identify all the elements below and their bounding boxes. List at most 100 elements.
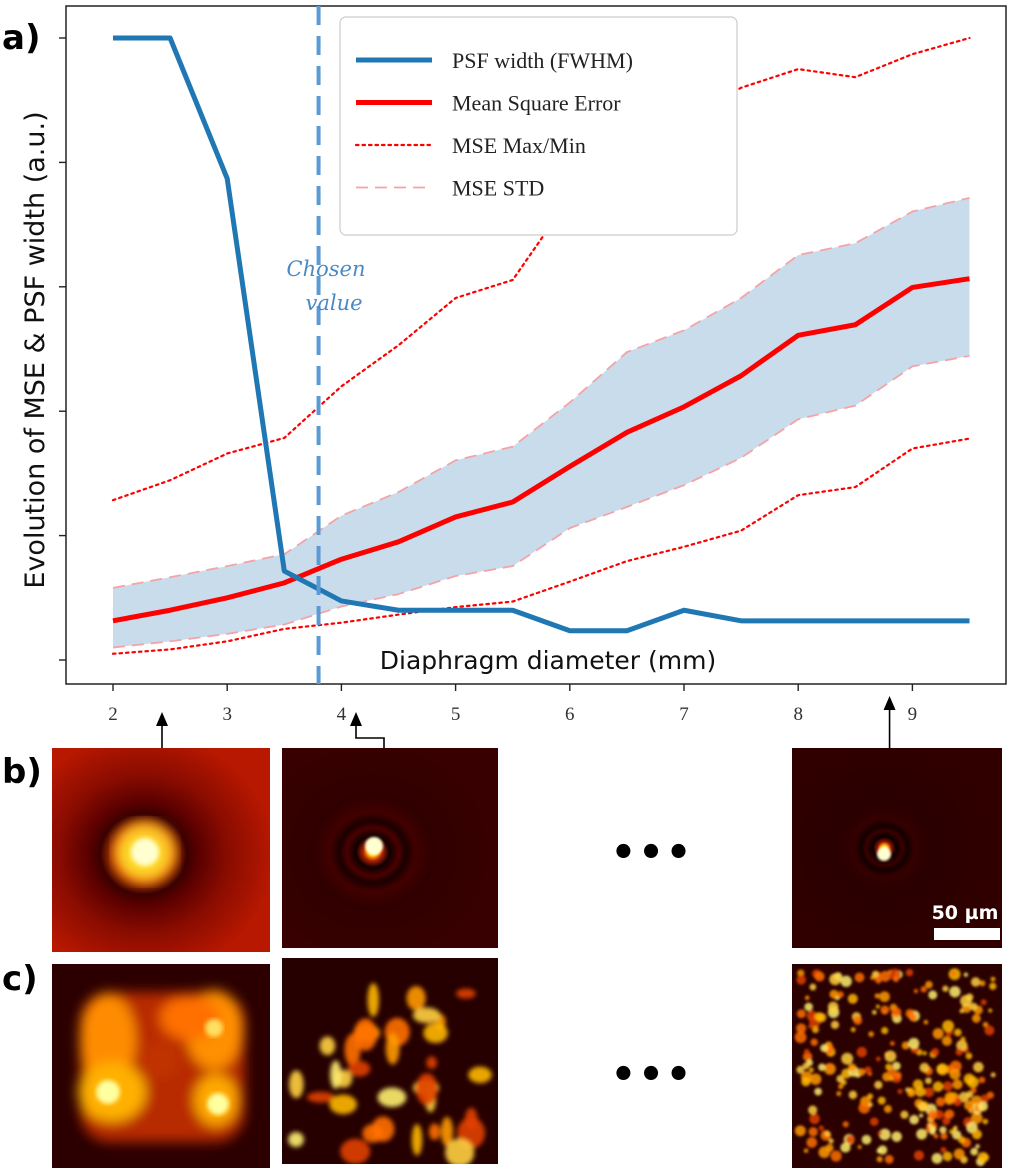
speckle-dot	[953, 1148, 965, 1160]
speckle-dot	[882, 1009, 887, 1015]
speckle-dot	[960, 995, 972, 1007]
speckle-dot	[966, 1076, 979, 1089]
scale-bar-label: 50 µm	[932, 902, 999, 924]
speckle-blob	[412, 1007, 441, 1024]
speckle-dot	[963, 1100, 974, 1111]
pointer-arrowhead-1	[156, 712, 168, 726]
x-tick-label: 7	[679, 704, 689, 725]
speckle-dot	[811, 1026, 819, 1034]
speckle-dot	[942, 1081, 953, 1092]
speckle-blob	[306, 1091, 335, 1103]
speckle-dot	[809, 983, 817, 991]
speckle-blob	[456, 988, 476, 999]
pointer-arrow-2	[355, 722, 385, 748]
speckle-dot	[891, 1007, 902, 1018]
speckle-blob	[445, 1138, 475, 1164]
speckle-dot	[963, 972, 969, 977]
speckle-dot	[942, 985, 949, 992]
speckle-dot	[824, 1131, 831, 1137]
speckle-dot	[884, 1154, 894, 1164]
speckle-dot	[809, 1113, 820, 1125]
y-axis-label: Evolution of MSE & PSF width (a.u.)	[20, 111, 51, 588]
speckle-dot	[942, 1020, 955, 1032]
speckle-dot	[818, 1146, 831, 1159]
speckle-dot	[877, 1096, 886, 1105]
speckle-dot	[984, 1025, 995, 1036]
speckle-dot	[953, 1028, 962, 1037]
speckle-dot	[950, 971, 956, 977]
speckle-dot	[929, 1126, 937, 1133]
speckle-dot	[796, 1009, 806, 1019]
speckle-dot	[868, 1031, 874, 1037]
speckle-dot	[814, 1087, 823, 1096]
speckle-dot	[879, 991, 890, 1003]
speckle-blob	[440, 1116, 454, 1147]
panel-label-b: b)	[2, 752, 42, 792]
speckle-dot	[809, 1073, 822, 1085]
speckle-dot	[870, 975, 875, 980]
speckle-dot	[861, 1134, 872, 1145]
speckle-dot	[830, 1150, 842, 1162]
speckle-dot	[939, 1126, 947, 1134]
speckle-dot	[868, 1102, 873, 1108]
x-tick-label: 8	[793, 704, 803, 725]
speckle-dot	[940, 1146, 947, 1153]
speckle-dot	[829, 989, 839, 999]
speckle-dot	[957, 1135, 966, 1144]
speckle-dot	[909, 1114, 919, 1125]
speckle-dot	[818, 1063, 826, 1072]
speckle-dot	[854, 972, 865, 983]
speckle-dot	[970, 1112, 983, 1124]
speckle-dot	[924, 1087, 934, 1098]
speckle-dot	[913, 1150, 925, 1161]
speckle-dot	[847, 993, 858, 1004]
speckle-dot	[796, 1023, 807, 1034]
speckle-dot	[925, 1128, 930, 1133]
speckle-dot	[829, 973, 842, 986]
speckle-dot	[820, 1044, 829, 1053]
speckle-dot	[804, 1002, 813, 1012]
speckle-dot	[970, 977, 981, 987]
legend-label: PSF width (FWHM)	[452, 48, 633, 73]
legend-label: MSE STD	[452, 176, 544, 201]
speckle-dot	[923, 1019, 929, 1025]
speckle-blob	[340, 1138, 371, 1164]
speckle-blob	[468, 1066, 492, 1084]
reconstruction-image-d4	[282, 958, 498, 1164]
speckle-dot	[925, 980, 933, 989]
x-axis-label: Diaphragm diameter (mm)	[380, 646, 717, 675]
ellipsis-b: •••	[611, 830, 694, 876]
speckle-dot	[827, 1001, 839, 1013]
speckle-dot	[944, 1109, 955, 1119]
speckle-dot	[874, 1080, 883, 1090]
speckle-blob	[288, 1132, 304, 1148]
speckle-dot	[858, 1101, 871, 1114]
speckle-dot	[908, 1037, 920, 1050]
speckle-dot	[901, 1041, 910, 1050]
speckle-dot	[931, 1152, 943, 1164]
speckle-blob	[385, 1032, 400, 1065]
speckle-dot	[980, 999, 987, 1006]
speckle-dot	[936, 1063, 949, 1076]
speckle-blob	[348, 1060, 371, 1077]
speckle-dot	[828, 1138, 834, 1144]
speckle-dot	[857, 1144, 862, 1149]
chosen-value-label-line2: value	[305, 291, 362, 315]
speckle-dot	[959, 1008, 964, 1014]
speckle-dot	[989, 982, 997, 990]
speckle-dot	[893, 976, 899, 983]
speckle-dot	[842, 1121, 849, 1128]
speckle-dot	[796, 975, 806, 985]
speckle-dot	[853, 1015, 863, 1025]
speckle-dot	[876, 1156, 883, 1163]
speckle-dot	[928, 990, 938, 1000]
speckle-dot	[977, 1101, 988, 1112]
speckle-dot	[971, 1014, 981, 1023]
speckle-dot	[869, 1117, 879, 1126]
speckle-dot	[913, 988, 919, 994]
speckle-dot	[980, 1094, 989, 1103]
std-band	[113, 197, 970, 648]
speckle-dot	[922, 1051, 927, 1056]
speckle-dot	[942, 1151, 953, 1162]
speckle-dot	[932, 1028, 944, 1040]
